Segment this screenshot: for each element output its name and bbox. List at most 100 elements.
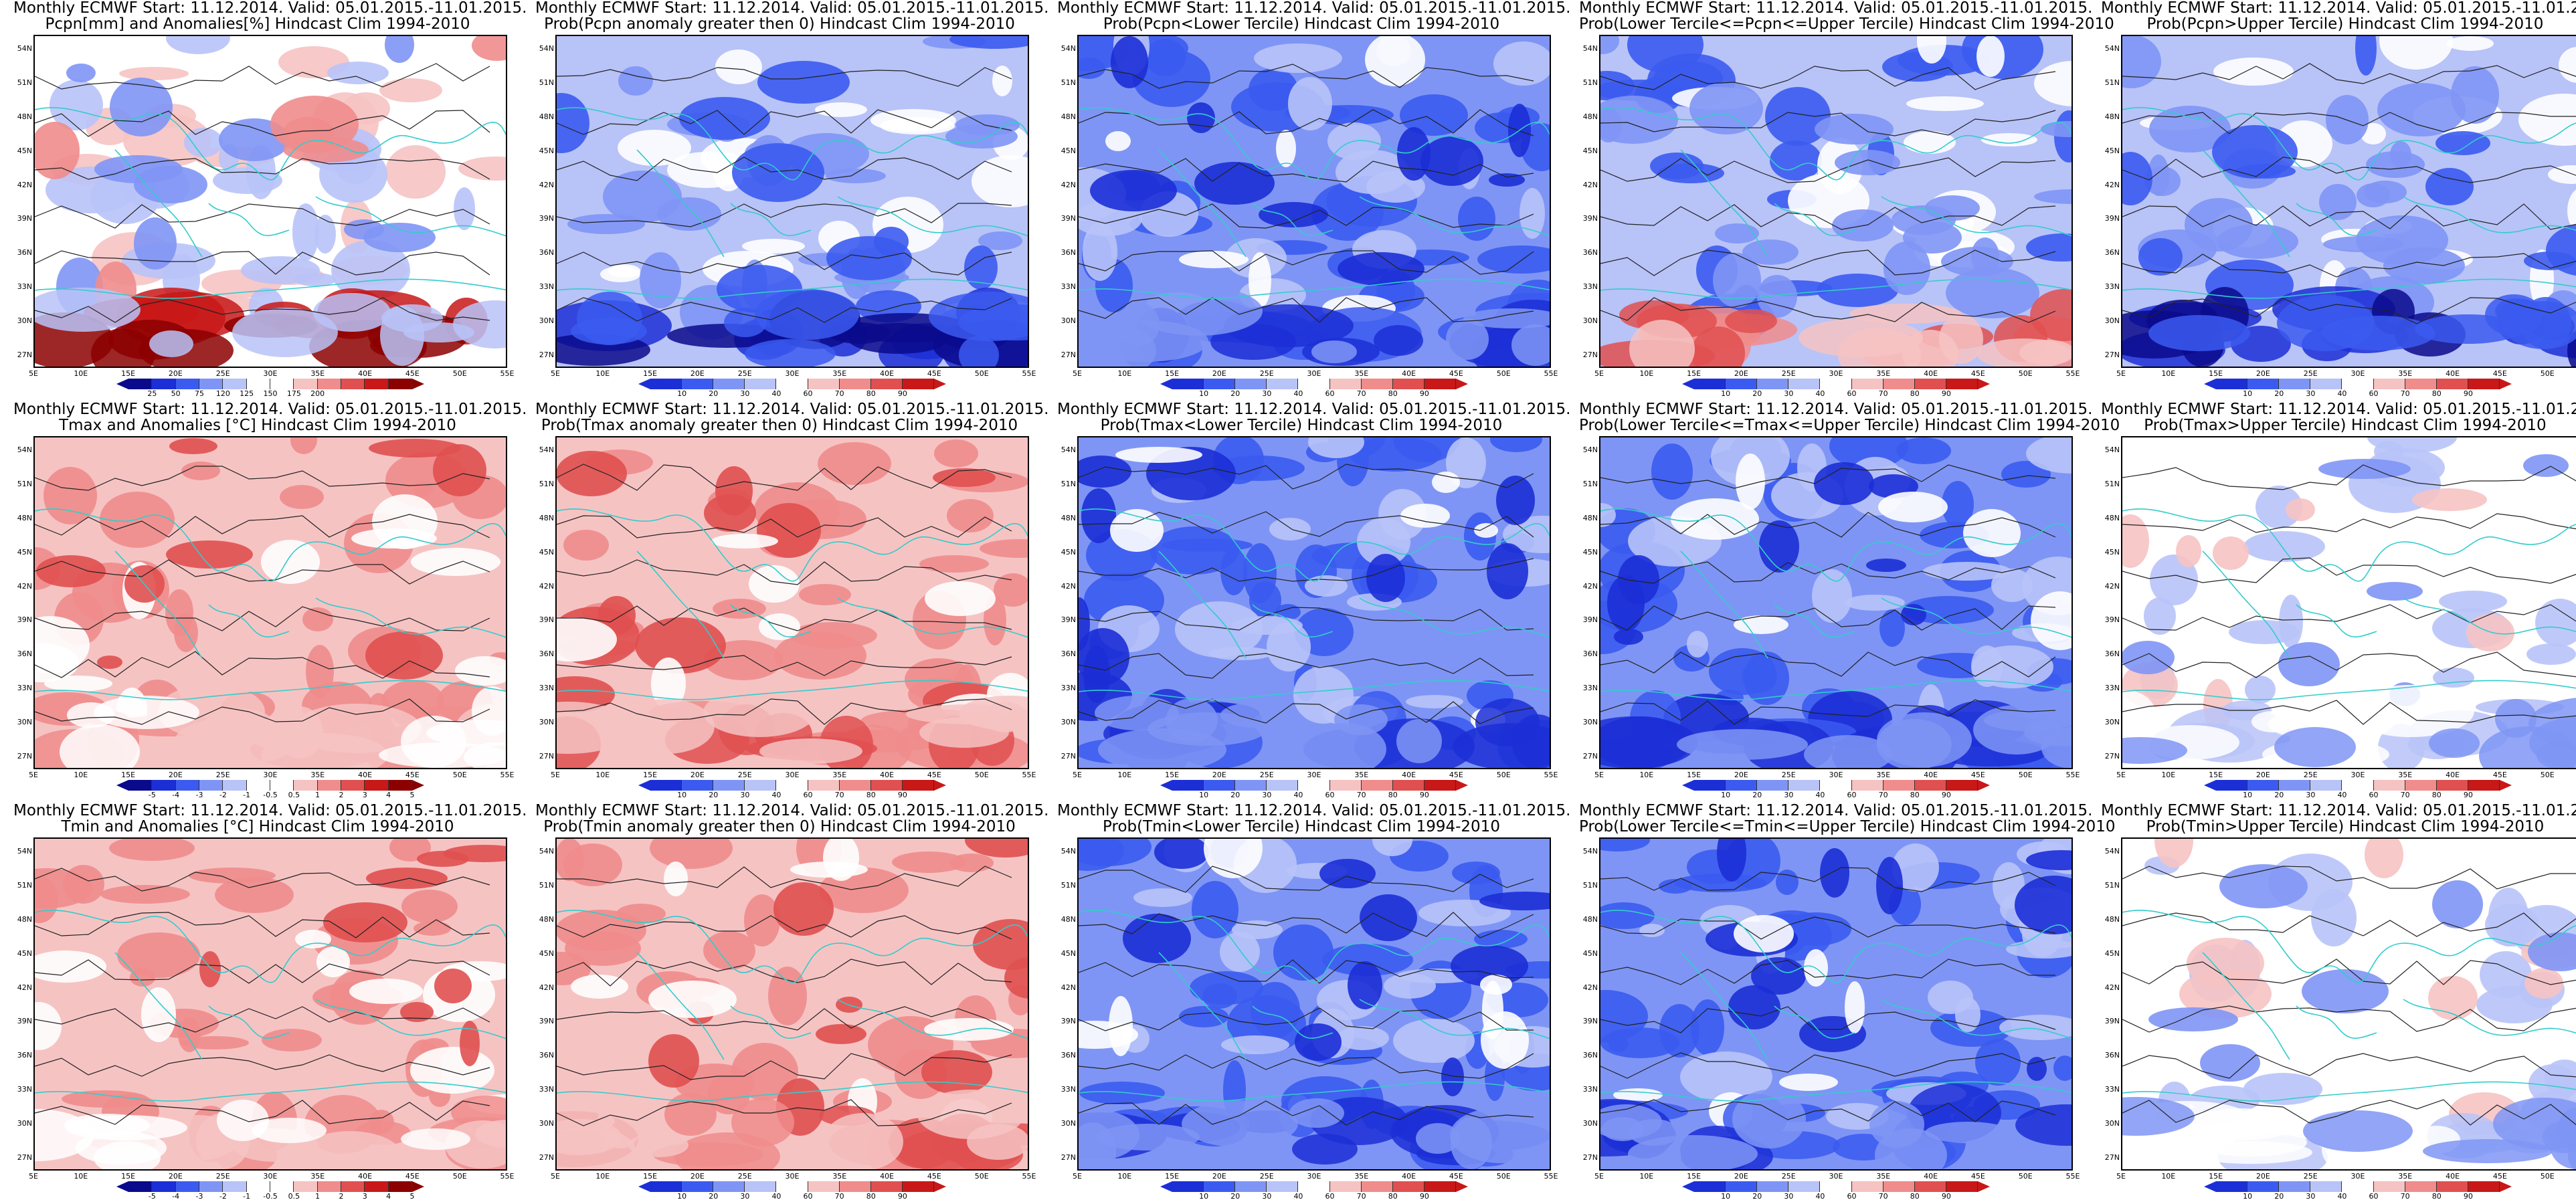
field-patch: [1866, 559, 1906, 572]
field-patch: [1406, 695, 1463, 708]
latitude-label: 36N: [539, 649, 554, 659]
field-patch: [2026, 437, 2072, 474]
coastline: [1079, 508, 1550, 700]
longitude-label: 35E: [1876, 369, 1891, 378]
colorbar-tick-label: 90: [1941, 1192, 1951, 1201]
field-patch: [290, 437, 317, 454]
field-patch: [1876, 857, 1903, 914]
field-patch: [1955, 997, 1981, 1032]
colorbar-swatch: [152, 1181, 176, 1192]
latitude-label: 33N: [1582, 1085, 1598, 1094]
field-patch: [2425, 168, 2474, 205]
longitude-label: 35E: [832, 1172, 847, 1181]
contour-line: [1079, 511, 1534, 538]
map-frame: [2121, 436, 2576, 769]
latitude-label: 54N: [1061, 445, 1076, 454]
contour-line: [2122, 112, 2576, 134]
longitude-label: 10E: [2161, 771, 2176, 779]
colorbar-right-arrow: [1455, 780, 1468, 791]
latitude-label: 42N: [1061, 983, 1076, 992]
longitude-label: 30E: [785, 771, 800, 779]
field-patch: [1734, 915, 1794, 952]
longitude-label: 20E: [690, 771, 705, 779]
field-patch: [2144, 597, 2176, 635]
field-patch: [276, 706, 323, 759]
map-frame: [33, 436, 507, 769]
field-patch: [1493, 41, 1550, 86]
field-patch: [2379, 36, 2453, 70]
latitude-label: 45N: [17, 547, 32, 557]
contour-line: [2122, 912, 2576, 938]
latitude-label: 48N: [2104, 513, 2120, 522]
longitude-label: 40E: [2446, 771, 2460, 779]
colorbar-swatch: [2342, 379, 2374, 389]
colorbar-swatch: [776, 780, 808, 791]
field-patch: [947, 499, 994, 532]
field-patch: [327, 62, 389, 84]
colorbar-swatch: [1788, 780, 1821, 791]
field-patch: [2528, 698, 2576, 750]
field-patch: [1674, 874, 1766, 892]
field-patch: [2319, 184, 2357, 220]
field-patch: [134, 217, 177, 270]
field-patch: [60, 724, 140, 768]
field-patch: [1192, 881, 1238, 938]
longitude-label: 5E: [551, 369, 560, 378]
field-patch: [1149, 526, 1239, 575]
latitude-label: 36N: [2104, 1051, 2120, 1060]
map-field: [35, 839, 506, 1169]
colorbar-swatch: [2405, 780, 2437, 791]
colorbar-tick-label: 30: [1262, 1192, 1272, 1201]
latitude-label: 51N: [1061, 880, 1076, 890]
longitude-label: 30E: [2351, 1172, 2365, 1181]
colorbar-left-arrow: [116, 379, 128, 389]
map-field: [2122, 437, 2576, 768]
colorbar-right-arrow: [2499, 379, 2512, 389]
field-patch: [929, 292, 1028, 341]
field-patch: [1267, 622, 1311, 672]
field-patch: [1249, 68, 1298, 111]
field-patch: [1896, 437, 1951, 464]
field-patch: [35, 643, 79, 682]
map-field: [35, 36, 506, 367]
field-patch: [742, 239, 805, 254]
latitude-label: 39N: [2104, 214, 2120, 223]
colorbar-swatch: [199, 780, 223, 791]
latitude-label: 42N: [1061, 180, 1076, 189]
field-patch: [1194, 162, 1275, 205]
field-patch: [571, 975, 628, 999]
field-patch: [2526, 643, 2576, 665]
colorbar: [116, 780, 424, 791]
field-patch: [818, 442, 891, 485]
longitude-label: 35E: [1876, 1172, 1891, 1181]
field-patch: [314, 215, 336, 254]
latitude-label: 45N: [1582, 948, 1598, 958]
latitude-label: 48N: [2104, 112, 2120, 121]
field-patch: [1210, 324, 1296, 360]
field-patch: [1365, 36, 1425, 86]
contour-line: [557, 297, 1012, 323]
field-patch: [119, 67, 189, 80]
longitude-label: 10E: [1117, 1172, 1132, 1181]
field-patch: [1925, 195, 1980, 221]
longitude-label: 15E: [1687, 369, 1701, 378]
field-patch: [2138, 238, 2183, 276]
colorbar-tick-label: 60: [1325, 389, 1335, 398]
field-patch: [2001, 461, 2051, 488]
colorbar-tick-label: 1: [315, 1192, 320, 1201]
longitude-label: 55E: [500, 369, 515, 378]
panel-title: Monthly ECMWF Start: 11.12.2014. Valid: …: [535, 0, 1049, 17]
colorbar-swatch: [2247, 780, 2280, 791]
colorbar-swatch: [682, 780, 714, 791]
field-patch: [1687, 631, 1708, 658]
colorbar: [1160, 1181, 1468, 1192]
longitude-label: 40E: [1402, 771, 1416, 779]
colorbar-swatch: [317, 1181, 341, 1192]
map-field: [1079, 36, 1550, 367]
longitude-label: 15E: [121, 771, 136, 779]
field-patch: [2027, 1057, 2047, 1081]
colorbar-right-arrow: [1455, 1181, 1468, 1192]
longitude-label: 55E: [1022, 369, 1036, 378]
field-patch: [1179, 251, 1249, 268]
latitude-label: 39N: [1582, 615, 1598, 625]
